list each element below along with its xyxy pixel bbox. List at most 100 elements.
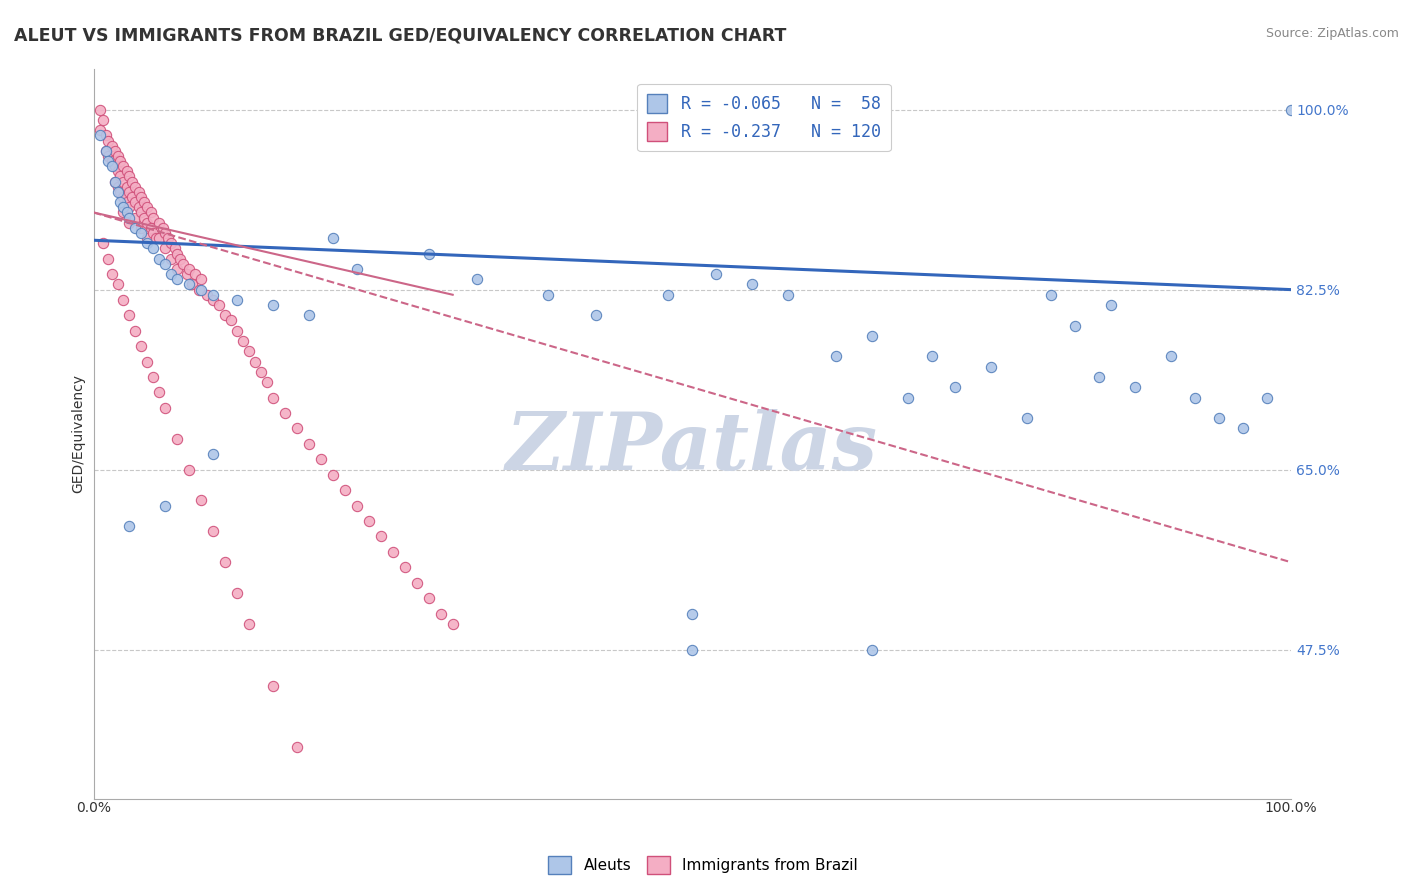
Point [309,452,332,467]
Point [1040,287,1063,301]
Point [136,236,159,251]
Point [179,277,201,292]
Point [131,190,153,204]
Point [155,499,177,513]
Point [180,277,202,292]
Point [112,159,135,173]
Point [202,524,225,539]
Point [179,462,201,476]
Point [418,246,440,260]
Point [190,493,212,508]
Point [163,242,186,256]
Point [108,154,131,169]
Point [1279,103,1302,117]
Point [100,267,122,281]
Point [187,283,209,297]
Point [121,190,143,204]
Point [298,308,321,322]
Point [145,231,167,245]
Point [100,138,122,153]
Point [108,169,131,184]
Point [160,252,183,266]
Point [131,221,153,235]
Point [104,159,127,173]
Point [202,287,225,301]
Point [285,421,308,435]
Point [166,262,188,277]
Point [202,293,225,307]
Point [298,437,321,451]
Point [107,179,129,194]
Text: 100.0%: 100.0% [1264,801,1317,814]
Point [195,287,218,301]
Point [100,154,122,169]
Point [91,236,114,251]
Point [262,391,284,405]
Point [139,205,162,219]
Point [118,185,141,199]
Point [172,257,194,271]
Point [262,298,284,312]
Point [322,231,344,245]
Point [118,200,141,214]
Point [128,185,150,199]
Point [142,242,165,256]
Point [921,350,943,364]
Point [108,185,131,199]
Point [1088,370,1111,384]
Point [418,591,440,606]
Point [152,221,174,235]
Point [309,802,332,816]
Legend: R = -0.065   N =  58, R = -0.237   N = 120: R = -0.065 N = 58, R = -0.237 N = 120 [637,84,890,151]
Point [112,293,135,307]
Point [190,272,212,286]
Point [115,205,138,219]
Point [136,354,159,368]
Point [148,385,170,400]
Point [179,262,201,277]
Point [166,272,188,286]
Point [118,216,141,230]
Point [118,169,141,184]
Point [250,365,273,379]
Point [256,375,278,389]
Point [1099,298,1122,312]
Point [115,164,138,178]
Point [208,298,231,312]
Point [190,283,212,297]
Point [118,308,141,322]
Point [1123,380,1146,394]
Point [226,293,249,307]
Point [405,575,427,590]
Point [465,272,488,286]
Point [155,242,177,256]
Text: ALEUT VS IMMIGRANTS FROM BRAZIL GED/EQUIVALENCY CORRELATION CHART: ALEUT VS IMMIGRANTS FROM BRAZIL GED/EQUI… [14,27,786,45]
Point [285,740,308,755]
Point [184,267,207,281]
Point [155,401,177,415]
Point [346,499,368,513]
Point [97,252,120,266]
Point [243,354,266,368]
Point [91,112,114,127]
Point [136,231,159,245]
Point [262,679,284,693]
Point [776,287,799,301]
Point [1017,411,1039,425]
Point [115,179,138,194]
Point [104,175,127,189]
Point [124,179,146,194]
Point [107,185,129,199]
Point [142,370,165,384]
Point [148,231,170,245]
Text: ZIPatlas: ZIPatlas [506,409,879,487]
Point [214,555,236,569]
Point [100,159,122,173]
Point [108,195,131,210]
Point [333,483,356,497]
Point [238,616,260,631]
Point [980,359,1002,374]
Point [429,607,451,621]
Point [274,406,297,420]
Point [1208,411,1230,425]
